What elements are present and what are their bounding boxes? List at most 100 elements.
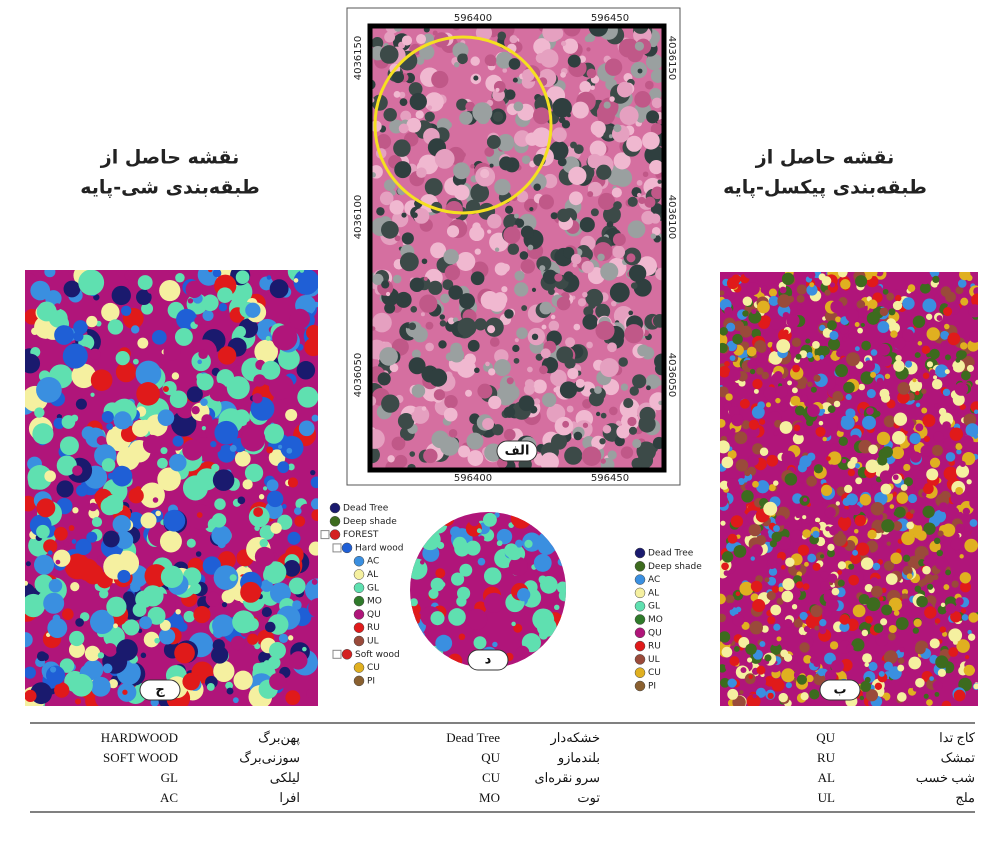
texture <box>263 423 284 444</box>
texture <box>812 530 820 538</box>
legend-label: AC <box>648 575 660 585</box>
texture <box>862 653 872 664</box>
texture <box>632 438 642 449</box>
texture <box>847 469 855 477</box>
texture <box>289 308 311 330</box>
texture <box>854 463 861 469</box>
texture <box>533 183 541 191</box>
texture <box>895 617 909 630</box>
texture <box>952 639 958 645</box>
texture <box>820 484 833 496</box>
texture <box>115 531 134 550</box>
table-cell: GL <box>161 770 178 785</box>
texture <box>458 445 471 458</box>
texture <box>573 431 583 441</box>
texture <box>202 309 214 322</box>
texture <box>459 293 475 309</box>
texture <box>888 308 896 316</box>
texture <box>973 354 978 362</box>
legend-swatch <box>353 582 365 594</box>
texture <box>922 298 937 313</box>
texture <box>609 282 630 303</box>
texture <box>752 480 759 488</box>
texture <box>123 619 140 636</box>
texture <box>59 410 64 415</box>
texture <box>132 603 147 617</box>
texture <box>915 423 924 432</box>
texture <box>516 327 528 340</box>
texture <box>196 512 203 518</box>
texture <box>25 561 31 567</box>
texture <box>614 155 627 168</box>
texture <box>875 272 884 277</box>
texture <box>854 346 860 352</box>
texture <box>54 682 70 698</box>
texture <box>103 494 124 515</box>
texture <box>870 502 885 516</box>
texture <box>922 414 936 428</box>
texture <box>287 531 301 545</box>
texture <box>194 316 203 325</box>
texture <box>857 307 869 318</box>
texture <box>235 270 250 285</box>
texture <box>794 405 805 416</box>
texture <box>959 461 966 468</box>
texture <box>752 378 763 390</box>
texture <box>586 341 593 349</box>
texture <box>807 452 816 461</box>
texture <box>427 105 433 110</box>
texture <box>623 397 634 409</box>
texture <box>406 117 422 133</box>
texture <box>720 480 729 490</box>
legend-label: QU <box>367 610 381 620</box>
texture <box>492 111 504 122</box>
texture <box>183 610 195 623</box>
texture <box>827 573 838 584</box>
texture <box>727 533 738 544</box>
texture <box>966 479 972 485</box>
texture <box>925 313 933 320</box>
texture <box>763 386 778 401</box>
texture <box>865 459 879 473</box>
texture <box>612 245 626 259</box>
texture <box>433 389 446 401</box>
texture <box>902 565 913 576</box>
texture <box>419 529 441 551</box>
texture <box>881 446 893 458</box>
texture <box>308 598 318 618</box>
texture <box>89 609 115 635</box>
texture <box>76 558 99 581</box>
legend-swatch <box>341 542 353 554</box>
texture <box>489 337 500 347</box>
texture <box>496 133 515 152</box>
texture <box>735 591 741 597</box>
texture <box>539 301 553 315</box>
x-coord-label: 596400 <box>454 13 492 24</box>
texture <box>599 438 606 445</box>
texture <box>515 539 524 548</box>
texture <box>923 693 929 699</box>
texture <box>894 506 906 518</box>
texture <box>441 513 455 527</box>
texture <box>68 641 85 658</box>
texture <box>641 210 655 225</box>
texture <box>929 676 934 681</box>
texture <box>553 387 559 393</box>
map-title: طبقه‌بندی شی-پایه <box>80 177 259 199</box>
texture <box>499 156 514 171</box>
texture <box>266 275 272 280</box>
texture <box>657 179 662 184</box>
texture <box>809 700 816 706</box>
table-cell: سوزنی‌برگ <box>239 750 300 766</box>
badge-label: ب <box>833 683 846 698</box>
texture <box>493 359 511 377</box>
texture <box>783 618 793 628</box>
texture <box>541 324 547 330</box>
texture <box>160 565 184 589</box>
texture <box>634 41 645 51</box>
texture <box>393 139 411 157</box>
texture <box>731 297 741 307</box>
texture <box>117 569 131 583</box>
texture <box>879 596 884 602</box>
texture <box>214 498 226 510</box>
